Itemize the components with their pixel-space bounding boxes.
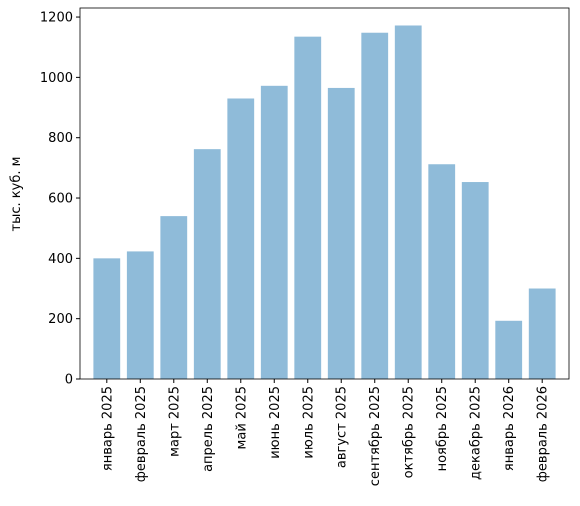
x-tick-label: октябрь 2025 <box>402 386 417 478</box>
y-tick-label: 600 <box>48 192 73 207</box>
y-tick-label: 0 <box>65 373 73 388</box>
y-tick-label: 800 <box>48 131 73 146</box>
y-axis-label: тыс. куб. м <box>9 157 24 232</box>
x-tick-label: март 2025 <box>167 386 182 457</box>
x-tick-label: ноябрь 2025 <box>435 386 450 471</box>
x-tick-label: август 2025 <box>335 386 350 468</box>
y-tick-label: 400 <box>48 252 73 267</box>
bar <box>160 216 188 379</box>
x-tick-label: февраль 2025 <box>134 386 149 482</box>
bar <box>327 87 355 379</box>
bar <box>93 258 121 379</box>
bar <box>528 288 556 379</box>
x-tick-label: январь 2026 <box>502 386 517 471</box>
y-tick-label: 1000 <box>40 71 73 86</box>
bar <box>227 98 255 380</box>
bar <box>428 164 456 379</box>
x-tick-label: июнь 2025 <box>268 386 283 459</box>
y-tick-label: 1200 <box>40 11 73 26</box>
bar <box>193 149 221 379</box>
x-tick-label: февраль 2026 <box>536 386 551 482</box>
x-tick-label: сентябрь 2025 <box>368 386 383 486</box>
x-tick-label: декабрь 2025 <box>469 386 484 480</box>
bar <box>126 251 154 379</box>
bar <box>361 32 389 379</box>
x-tick-label: январь 2025 <box>100 386 115 471</box>
y-tick-label: 200 <box>48 312 73 327</box>
bar <box>461 182 489 379</box>
x-tick-label: май 2025 <box>234 386 249 449</box>
bar <box>294 36 322 379</box>
x-tick-label: июль 2025 <box>301 386 316 459</box>
axes-frame <box>79 7 570 380</box>
bar <box>394 25 422 379</box>
x-tick-label: апрель 2025 <box>201 386 216 472</box>
bar <box>495 320 523 379</box>
bar <box>260 85 288 379</box>
